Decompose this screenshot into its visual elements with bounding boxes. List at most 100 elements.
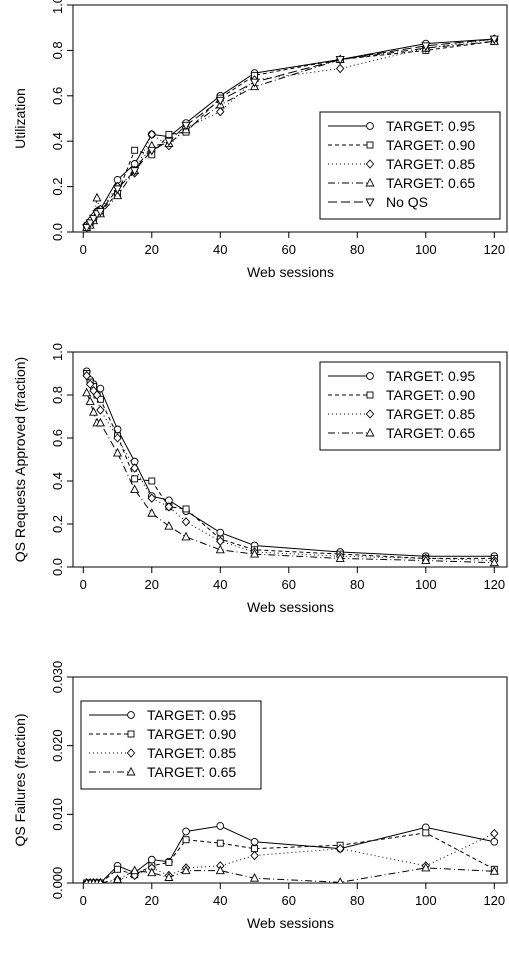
data-point: [130, 463, 139, 473]
legend-marker: [127, 711, 135, 719]
legend-label: TARGET: 0.95: [386, 368, 475, 384]
legend-label: TARGET: 0.90: [147, 726, 236, 742]
data-point: [165, 858, 173, 866]
data-point: [215, 544, 225, 554]
data-point: [216, 528, 225, 537]
data-point: [112, 185, 123, 195]
data-point: [147, 146, 157, 156]
y-axis-label: QS Failures (fraction): [12, 713, 28, 846]
data-point: [130, 865, 140, 875]
data-point: [337, 877, 344, 883]
series-4: [82, 387, 499, 567]
x-tick-label: 20: [145, 577, 159, 592]
data-point: [249, 873, 260, 882]
data-point: [130, 167, 140, 176]
data-point: [164, 502, 174, 512]
data-point: [95, 208, 105, 217]
x-tick-label: 40: [213, 893, 227, 908]
data-point: [249, 78, 260, 88]
data-point: [82, 224, 92, 232]
x-tick-label: 20: [145, 242, 159, 257]
legend-marker: [366, 122, 374, 130]
series-2: [83, 829, 498, 883]
x-axis-label: Web sessions: [247, 599, 334, 615]
legend-marker: [365, 177, 375, 187]
y-tick-label: 0.020: [50, 729, 65, 762]
data-point: [489, 866, 499, 875]
x-tick-label: 40: [213, 242, 227, 257]
legend-label: TARGET: 0.85: [386, 156, 475, 172]
data-point: [215, 865, 225, 875]
data-point: [335, 56, 345, 65]
legend-box: [319, 361, 501, 451]
x-tick-label: 120: [483, 577, 505, 592]
x-axis-label: Web sessions: [247, 915, 334, 931]
data-point: [89, 407, 99, 416]
data-point: [130, 484, 140, 494]
data-point: [97, 877, 104, 883]
x-tick-label: 120: [483, 893, 505, 908]
data-point: [147, 493, 156, 503]
data-point: [147, 867, 157, 877]
data-layer: [82, 34, 499, 232]
legend-marker: [365, 409, 375, 419]
x-tick-label: 80: [350, 577, 364, 592]
x-tick-label: 100: [415, 242, 437, 257]
chart-panel-3: 0 20 40 60 80 100 120 0.000 0.010 0.020 0.030 Web s…: [12, 661, 508, 931]
legend-label: No QS: [386, 194, 428, 210]
legend-label: TARGET: 0.85: [147, 745, 236, 761]
series-line: [86, 40, 495, 228]
series-5: [82, 35, 499, 232]
x-tick-label: 120: [483, 242, 505, 257]
data-point: [95, 417, 105, 427]
data-point: [96, 395, 104, 403]
series-line: [86, 867, 495, 883]
legend-label: TARGET: 0.65: [386, 175, 475, 191]
data-point: [82, 370, 91, 381]
y-tick-label: 0.2: [50, 515, 65, 533]
y-tick-label: 1.0: [50, 343, 65, 361]
legend-box: [80, 700, 262, 790]
data-point: [182, 836, 190, 844]
data-point: [112, 190, 123, 200]
data-point: [489, 557, 499, 567]
x-tick-label: 60: [282, 577, 296, 592]
legend-label: TARGET: 0.85: [386, 406, 475, 422]
data-point: [181, 865, 191, 875]
data-point: [85, 396, 95, 405]
y-tick-label: 0.4: [50, 472, 65, 490]
y-tick-label: 0.0: [50, 223, 65, 241]
chart-panel-2: 0 20 40 60 80 100 120 0.0 0.2 0.4 0.6 0.8 1.0 Web ses…: [12, 343, 508, 615]
y-tick-label: 0.0: [50, 558, 65, 576]
data-point: [216, 822, 225, 830]
y-tick-label: 0.000: [50, 867, 65, 900]
data-point: [181, 531, 191, 541]
data-point: [85, 219, 95, 229]
data-point: [490, 837, 499, 846]
data-point: [112, 874, 123, 883]
y-axis-label: Utilization: [12, 88, 28, 149]
plot-frame: [72, 676, 508, 884]
x-tick-label: 0: [80, 242, 87, 257]
plot-frame: [72, 4, 508, 233]
y-tick-label: 0.030: [50, 661, 65, 694]
x-tick-label: 100: [415, 577, 437, 592]
data-point: [421, 862, 431, 872]
data-point: [181, 121, 191, 131]
data-point: [148, 477, 156, 485]
data-point: [421, 555, 431, 564]
data-layer: [82, 367, 499, 567]
legend-label: TARGET: 0.95: [386, 118, 475, 134]
data-point: [96, 405, 105, 415]
y-tick-label: 0.6: [50, 87, 65, 105]
data-point: [250, 850, 259, 861]
x-tick-label: 20: [145, 893, 159, 908]
x-tick-label: 80: [350, 893, 364, 908]
series-line: [86, 392, 495, 564]
legend-marker: [366, 391, 374, 399]
data-layer: [82, 822, 499, 883]
data-point: [85, 379, 95, 389]
data-point: [92, 390, 102, 400]
chart-panel-1: 0 20 40 60 80 100 120 0.0 0.2 0.4 0.6 0.8 1.0 Web ses…: [12, 0, 508, 280]
